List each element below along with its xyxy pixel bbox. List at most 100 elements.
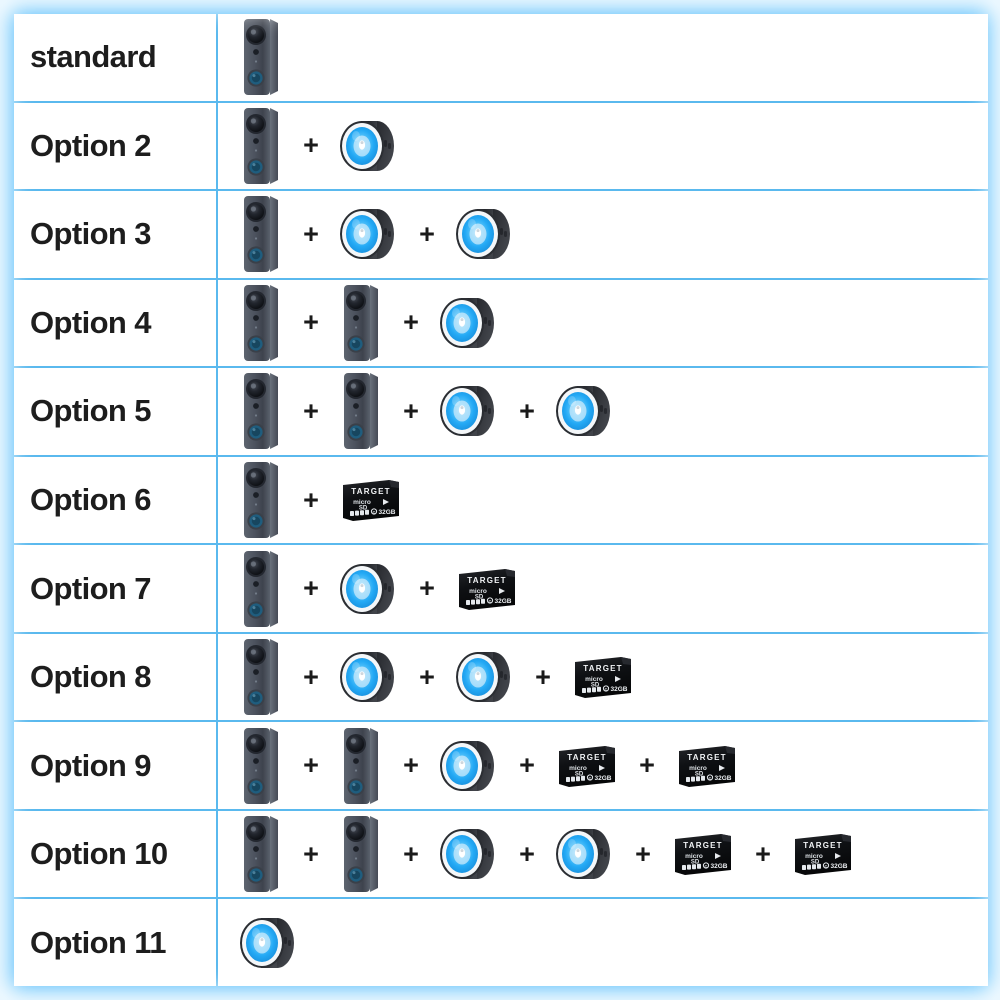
plus-separator: +: [419, 661, 435, 692]
table-row[interactable]: Option 9: [14, 722, 988, 811]
sdcard-brand-text: TARGET: [467, 576, 507, 585]
sdcard-speed-class-text: C: [589, 775, 592, 780]
product-doorbell[interactable]: [238, 283, 284, 363]
product-doorbell[interactable]: [238, 371, 284, 451]
product-chime[interactable]: [338, 204, 400, 264]
option-label: Option 2: [30, 127, 152, 163]
table-row[interactable]: Option 5: [14, 368, 988, 457]
option-label: Option 6: [30, 482, 152, 517]
product-chime[interactable]: [554, 824, 616, 884]
plus-separator: +: [403, 307, 419, 338]
sdcard-brand-text: TARGET: [583, 664, 623, 673]
sdcard-logo-sd-text: SD: [811, 860, 820, 866]
product-doorbell[interactable]: [238, 814, 284, 894]
sdcard-speed-class-text: C: [705, 864, 708, 869]
table-row[interactable]: Option 2: [14, 102, 988, 192]
sdcard-logo-text: micro: [689, 765, 707, 772]
sdcard-speed-class-text: C: [605, 687, 608, 692]
plus-separator: +: [419, 573, 435, 604]
product-doorbell[interactable]: [338, 814, 384, 894]
product-sdcard[interactable]: TARGET micro SD C 32GB: [570, 653, 636, 701]
plus-separator: +: [519, 750, 535, 781]
option-contents-cell: + +: [218, 545, 988, 632]
product-chime[interactable]: [238, 913, 300, 973]
product-doorbell[interactable]: [238, 106, 284, 186]
sdcard-brand-text: TARGET: [803, 841, 843, 850]
product-doorbell[interactable]: [238, 460, 284, 540]
sdcard-brand-text: TARGET: [567, 753, 607, 762]
product-sdcard[interactable]: TARGET micro SD C 32GB: [338, 476, 404, 524]
product-doorbell[interactable]: [238, 549, 284, 629]
option-contents-cell: +: [218, 280, 988, 367]
option-label: Option 11: [30, 924, 166, 960]
product-sdcard[interactable]: TARGET micro SD C 32GB: [670, 830, 736, 878]
table-row[interactable]: standard: [14, 14, 988, 103]
product-doorbell[interactable]: [338, 726, 384, 806]
doorbell-icon: [244, 639, 278, 716]
option-label: standard: [30, 39, 157, 75]
sdcard-logo-text: micro: [805, 853, 823, 860]
plus-separator: +: [403, 395, 419, 426]
plus-separator: +: [303, 661, 319, 692]
doorbell-icon: [244, 107, 278, 184]
sdcard-capacity-text: 32GB: [611, 686, 628, 693]
table-row[interactable]: Option 6: [14, 456, 988, 546]
chime-icon: [240, 917, 294, 968]
table-row[interactable]: Option 11: [14, 899, 988, 987]
sdcard-brand-text: TARGET: [351, 487, 391, 496]
option-contents-cell: +: [218, 103, 988, 190]
table-row[interactable]: Option 10: [14, 810, 988, 900]
doorbell-icon: [244, 816, 278, 893]
option-label-cell: Option 9: [14, 722, 218, 809]
product-doorbell[interactable]: [238, 17, 284, 97]
option-label-cell: Option 10: [14, 810, 218, 898]
product-sdcard[interactable]: TARGET micro SD C 32GB: [674, 742, 740, 790]
product-doorbell[interactable]: [238, 726, 284, 806]
sdcard-logo-text: micro: [469, 588, 487, 595]
option-label: Option 4: [30, 304, 152, 340]
product-doorbell[interactable]: [338, 371, 384, 451]
product-chime[interactable]: [338, 647, 400, 707]
table-row[interactable]: Option 4: [14, 279, 988, 369]
chime-icon: [456, 209, 510, 260]
product-chime[interactable]: [338, 559, 400, 619]
plus-separator: +: [535, 661, 551, 692]
option-label: Option 10: [30, 836, 168, 872]
option-label-cell: Option 8: [14, 633, 218, 721]
sdcard-contact-pins: [566, 775, 585, 782]
sdcard-icon: TARGET micro SD C 32GB: [575, 657, 631, 699]
product-chime[interactable]: [338, 116, 400, 176]
product-chime[interactable]: [438, 293, 500, 353]
plus-separator: +: [303, 130, 319, 161]
product-doorbell[interactable]: [238, 194, 284, 274]
product-chime[interactable]: [554, 381, 616, 441]
product-doorbell[interactable]: [238, 637, 284, 717]
table-row[interactable]: Option 3: [14, 191, 988, 280]
product-sdcard[interactable]: TARGET micro SD C 32GB: [554, 742, 620, 790]
bundle-options-table: standard: [14, 14, 988, 987]
chime-icon: [340, 120, 394, 171]
product-sdcard[interactable]: TARGET micro SD C 32GB: [790, 830, 856, 878]
product-doorbell[interactable]: [338, 283, 384, 363]
product-chime[interactable]: [438, 824, 500, 884]
product-chime[interactable]: [454, 204, 516, 264]
sdcard-contact-pins: [802, 863, 821, 871]
doorbell-icon: [244, 727, 278, 804]
product-chime[interactable]: [438, 736, 500, 796]
sdcard-capacity-text: 32GB: [495, 598, 512, 605]
plus-separator: +: [639, 750, 655, 781]
sdcard-logo-text: micro: [353, 499, 371, 506]
sdcard-logo-sd-text: SD: [591, 683, 600, 689]
plus-separator: +: [303, 573, 319, 604]
product-chime[interactable]: [454, 647, 516, 707]
table-row[interactable]: Option 8: [14, 633, 988, 723]
chime-icon: [456, 652, 510, 703]
product-sdcard[interactable]: TARGET micro SD C 32GB: [454, 565, 520, 613]
sdcard-speed-class-text: C: [373, 510, 376, 515]
table-row[interactable]: Option 7: [14, 545, 988, 634]
product-chime[interactable]: [438, 381, 500, 441]
sdcard-brand-text: TARGET: [687, 753, 727, 762]
option-contents-cell: +: [218, 368, 988, 455]
sdcard-logo-text: micro: [569, 765, 587, 772]
